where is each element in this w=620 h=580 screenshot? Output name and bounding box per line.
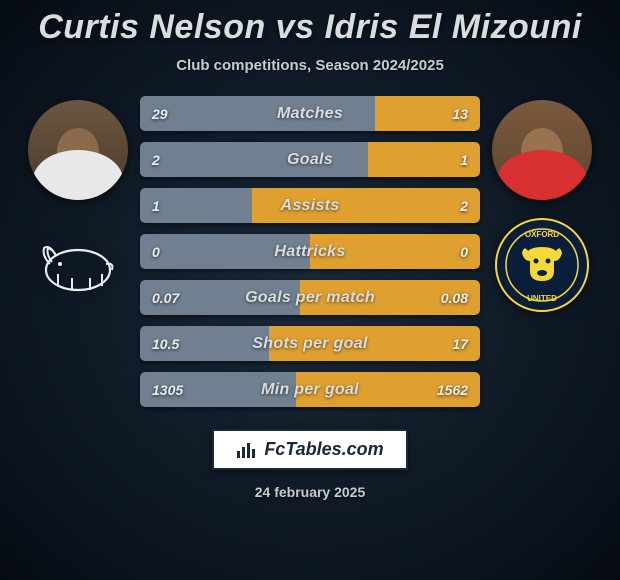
left-player-column <box>28 96 128 304</box>
footer: FcTables.com 24 february 2025 <box>212 429 407 500</box>
main-row: 29 13 Matches 2 1 Goals 1 2 Assists 0 0 Hattricks 0.… <box>0 96 620 407</box>
stat-value-right: 13 <box>452 106 468 122</box>
avatar-body-icon <box>497 150 587 200</box>
comparison-title: Curtis Nelson vs Idris El Mizouni <box>38 8 582 47</box>
svg-text:OXFORD: OXFORD <box>525 230 559 239</box>
stat-value-left: 29 <box>152 106 168 122</box>
stat-value-right: 2 <box>460 198 468 214</box>
stat-value-right: 17 <box>452 336 468 352</box>
stat-bar: 1 2 Assists <box>140 188 480 223</box>
stat-label: Shots per goal <box>252 335 367 353</box>
stat-label: Min per goal <box>261 381 359 399</box>
stat-label: Hattricks <box>274 243 345 261</box>
chart-bars-icon <box>236 441 258 459</box>
content-wrapper: Curtis Nelson vs Idris El Mizouni Club c… <box>0 0 620 580</box>
season-subtitle: Club competitions, Season 2024/2025 <box>176 57 444 74</box>
stat-label: Assists <box>280 197 339 215</box>
stat-value-right: 1562 <box>437 382 468 398</box>
stat-label: Goals per match <box>245 289 375 307</box>
stat-value-left: 10.5 <box>152 336 179 352</box>
stat-value-left: 1 <box>152 198 160 214</box>
date-label: 24 february 2025 <box>255 484 366 500</box>
oxford-united-icon: OXFORD UNITED <box>494 217 590 313</box>
stat-label: Goals <box>287 151 333 169</box>
stats-list: 29 13 Matches 2 1 Goals 1 2 Assists 0 0 Hattricks 0.… <box>140 96 480 407</box>
brand-label: FcTables.com <box>264 439 383 460</box>
stat-bar: 0.07 0.08 Goals per match <box>140 280 480 315</box>
stat-value-left: 0.07 <box>152 290 179 306</box>
stat-value-right: 1 <box>460 152 468 168</box>
brand-box[interactable]: FcTables.com <box>212 429 407 470</box>
stat-bar: 10.5 17 Shots per goal <box>140 326 480 361</box>
stat-bar: 0 0 Hattricks <box>140 234 480 269</box>
stat-label: Matches <box>277 105 343 123</box>
stat-value-left: 1305 <box>152 382 183 398</box>
stat-value-right: 0 <box>460 244 468 260</box>
stat-value-left: 2 <box>152 152 160 168</box>
player-left-avatar <box>28 100 128 200</box>
avatar-body-icon <box>33 150 123 200</box>
stat-bar: 29 13 Matches <box>140 96 480 131</box>
stat-bar: 1305 1562 Min per goal <box>140 372 480 407</box>
right-player-column: OXFORD UNITED <box>492 96 592 304</box>
svg-text:UNITED: UNITED <box>527 294 557 303</box>
stat-fill-left <box>140 142 368 177</box>
club-left-logo <box>28 226 128 304</box>
stat-bar: 2 1 Goals <box>140 142 480 177</box>
stat-value-left: 0 <box>152 244 160 260</box>
player-right-avatar <box>492 100 592 200</box>
stat-value-right: 0.08 <box>441 290 468 306</box>
derby-ram-icon <box>28 234 128 296</box>
club-right-logo: OXFORD UNITED <box>492 226 592 304</box>
